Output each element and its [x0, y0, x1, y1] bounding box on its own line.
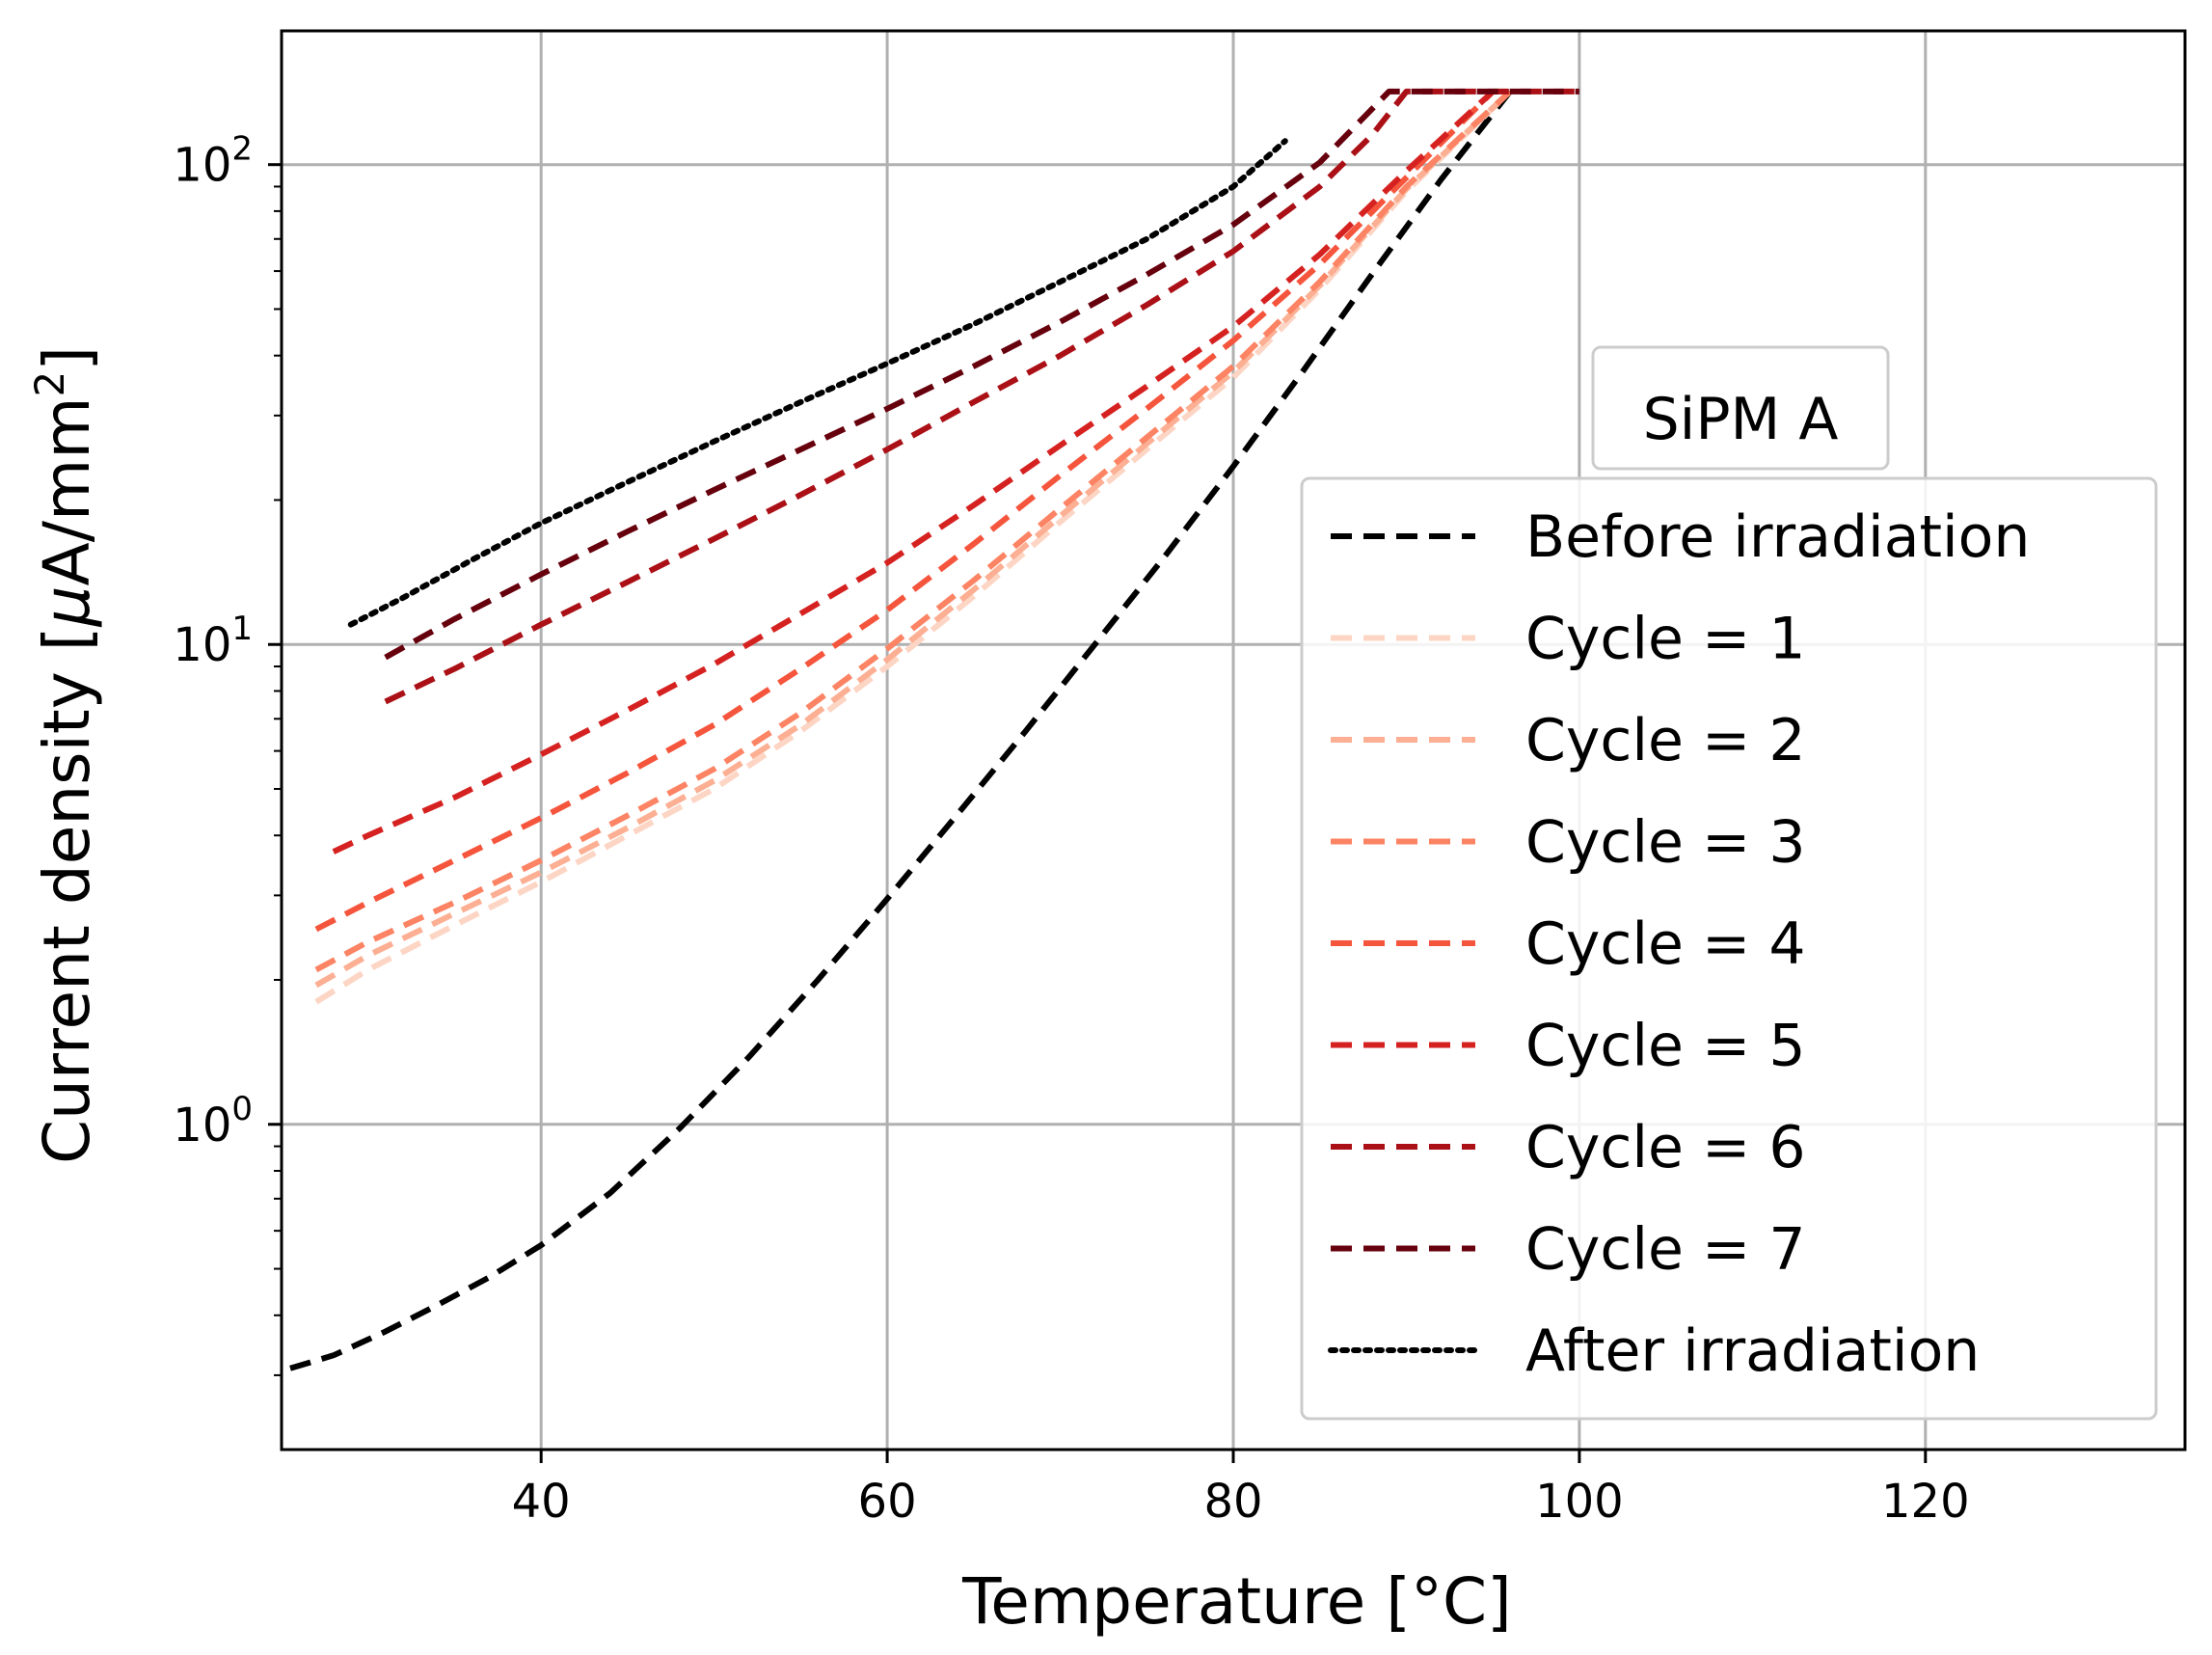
title-box-frame	[1591, 345, 1890, 471]
legend-entry-label: Before irradiation	[1525, 503, 2030, 571]
y-axis-label-sup: 2	[26, 371, 73, 397]
y-axis-label-unit: A/mm	[30, 396, 104, 585]
series-lines	[289, 88, 1579, 1371]
y-axis-label: Current density [μA/mm2]	[26, 346, 104, 1164]
legend-entry-label: Cycle = 3	[1525, 809, 1806, 877]
x-tick-label: 120	[1881, 1475, 1970, 1529]
series-line	[347, 138, 1288, 628]
legend-entry-label: Cycle = 7	[1525, 1216, 1806, 1284]
y-axis-label-mu: μ	[30, 585, 104, 627]
legend-entry-label: Cycle = 5	[1525, 1013, 1806, 1080]
legend-entry-label: Cycle = 4	[1525, 910, 1806, 978]
legend-frame	[1300, 476, 2158, 1421]
legend-entry-label: After irradiation	[1525, 1317, 1980, 1385]
title-box: SiPM A	[1591, 345, 1890, 471]
legend-entry-label: Cycle = 1	[1525, 606, 1806, 673]
y-axis-label-prefix: Current density [	[30, 626, 104, 1164]
x-tick-label: 60	[858, 1475, 917, 1529]
legend-entry-label: Cycle = 6	[1525, 1114, 1806, 1181]
series-line	[384, 88, 1579, 705]
legend-entry-label: Cycle = 2	[1525, 707, 1806, 774]
x-tick-label: 80	[1203, 1475, 1262, 1529]
series-line	[314, 89, 1513, 1005]
y-tick-label: 102	[173, 130, 253, 193]
y-axis-label-suffix: ]	[30, 346, 104, 371]
x-tick-label: 40	[512, 1475, 571, 1529]
series-line	[314, 89, 1513, 973]
legend: Before irradiation Cycle = 1 Cycle = 2 Cycl…	[1300, 476, 2158, 1421]
x-axis-label: Temperature [°C]	[961, 1564, 1512, 1639]
chart-title: SiPM A	[1643, 386, 1839, 453]
series-line	[314, 89, 1513, 989]
y-tick-label: 100	[173, 1090, 253, 1153]
series-line	[384, 88, 1579, 661]
x-tick-label: 100	[1535, 1475, 1624, 1529]
axis-ticks: 40 60 80 100 120 100 101 102	[173, 130, 1969, 1529]
series-line	[289, 90, 1513, 1371]
series-line	[332, 89, 1496, 855]
y-tick-label: 101	[173, 610, 253, 672]
